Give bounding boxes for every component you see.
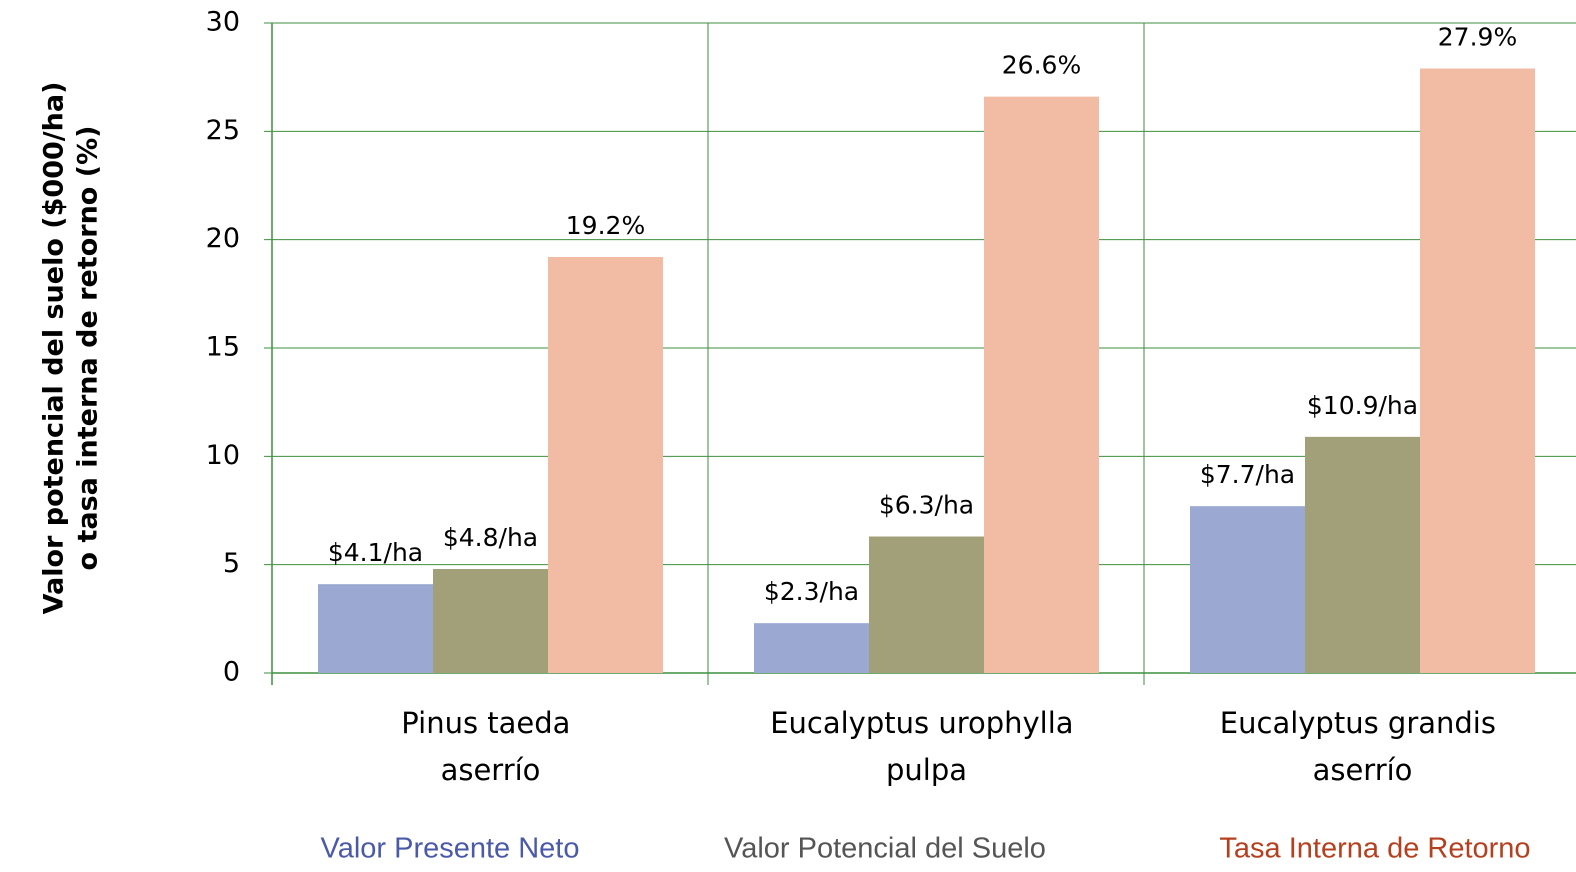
- value-label: 19.2%: [566, 211, 645, 240]
- value-label: $4.8/ha: [443, 523, 538, 552]
- y-tick-label: 25: [206, 115, 240, 146]
- bar: [1305, 436, 1420, 673]
- x-tick-label: Eucalyptus grandis aserrío: [1220, 706, 1505, 787]
- y-tick-label: 5: [223, 548, 240, 579]
- legend-entry: Valor Potencial del Suelo: [724, 833, 1046, 865]
- bar: [869, 536, 984, 673]
- value-label: $4.1/ha: [328, 538, 423, 567]
- legend-entry: Tasa Interna de Retorno: [1219, 833, 1530, 865]
- bar: [433, 569, 548, 673]
- value-label: $10.9/ha: [1307, 391, 1418, 420]
- x-tick-label: Pinus taeda aserrío: [401, 706, 579, 787]
- y-tick-label: 15: [206, 332, 240, 363]
- legend-entry: Valor Presente Neto: [321, 833, 580, 865]
- value-label: $6.3/ha: [879, 491, 974, 520]
- value-label: $2.3/ha: [764, 577, 859, 606]
- bar: [1420, 68, 1535, 673]
- bar: [548, 257, 663, 673]
- y-tick-label: 30: [206, 7, 240, 38]
- bar: [1190, 506, 1305, 673]
- y-tick-label: 10: [206, 440, 240, 471]
- y-axis-label: Valor potencial del suelo ($000/ha): [39, 82, 70, 615]
- value-label: $7.7/ha: [1200, 460, 1295, 489]
- x-tick-label: Eucalyptus urophylla pulpa: [770, 706, 1083, 787]
- bar: [754, 623, 869, 673]
- bar: [984, 96, 1099, 673]
- y-tick-label: 0: [223, 657, 240, 688]
- y-tick-label: 20: [206, 223, 240, 254]
- bar: [318, 584, 433, 673]
- value-label: 26.6%: [1002, 51, 1081, 80]
- value-label: 27.9%: [1438, 23, 1517, 52]
- y-axis-label: o tasa interna de retorno (%): [73, 126, 104, 571]
